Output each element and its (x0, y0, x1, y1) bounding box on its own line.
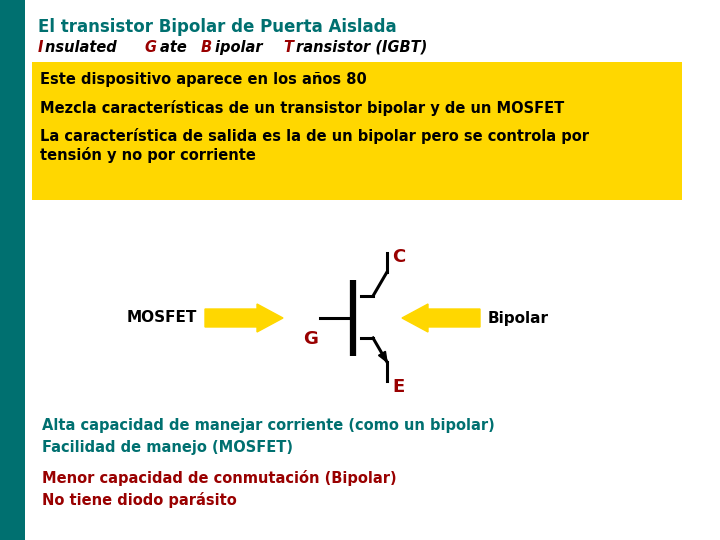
Text: EL IGBT  DE POTENCIA: EL IGBT DE POTENCIA (6, 344, 19, 500)
Text: E: E (392, 378, 404, 396)
Text: ipolar: ipolar (215, 40, 268, 55)
Bar (0, 0, 25, 540)
Text: MOSFET: MOSFET (127, 310, 197, 326)
Text: I: I (38, 40, 43, 55)
Text: El transistor Bipolar de Puerta Aislada: El transistor Bipolar de Puerta Aislada (38, 18, 397, 36)
Text: ransistor (IGBT): ransistor (IGBT) (296, 40, 428, 55)
Text: C: C (392, 248, 405, 266)
Text: ate: ate (160, 40, 192, 55)
Text: Facilidad de manejo (MOSFET): Facilidad de manejo (MOSFET) (42, 440, 293, 455)
Text: G: G (303, 330, 318, 348)
Polygon shape (379, 352, 387, 362)
Text: Bipolar: Bipolar (488, 310, 549, 326)
Bar (32, 62, 682, 200)
Text: Menor capacidad de conmutación (Bipolar): Menor capacidad de conmutación (Bipolar) (42, 470, 397, 486)
Text: Alta capacidad de manejar corriente (como un bipolar): Alta capacidad de manejar corriente (com… (42, 418, 495, 433)
FancyArrow shape (402, 304, 480, 332)
Text: T: T (284, 40, 293, 55)
FancyArrow shape (205, 304, 283, 332)
Text: Este dispositivo aparece en los años 80: Este dispositivo aparece en los años 80 (40, 72, 366, 87)
Text: La característica de salida es la de un bipolar pero se controla por
tensión y n: La característica de salida es la de un … (40, 128, 589, 163)
Text: B: B (201, 40, 212, 55)
Text: nsulated: nsulated (45, 40, 122, 55)
Text: G: G (144, 40, 156, 55)
Text: Mezcla características de un transistor bipolar y de un MOSFET: Mezcla características de un transistor … (40, 100, 564, 116)
Text: No tiene diodo parásito: No tiene diodo parásito (42, 492, 237, 508)
